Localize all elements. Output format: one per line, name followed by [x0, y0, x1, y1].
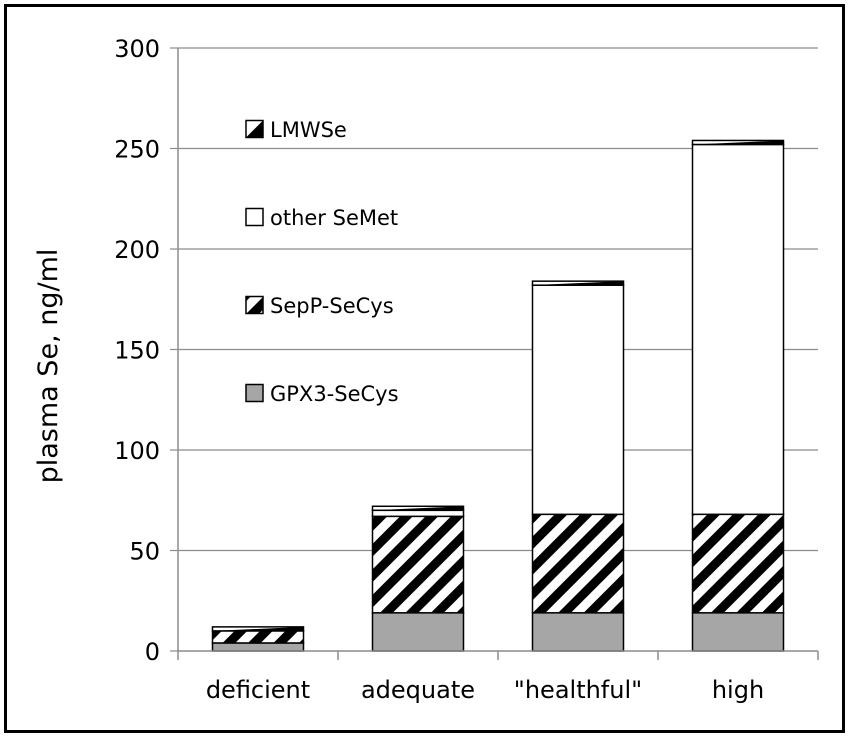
legend-swatch-gpx3-secys	[245, 383, 264, 403]
bar-sepp-secys-1	[371, 515, 465, 614]
y-tick-label: 150	[114, 337, 160, 365]
bar-other-semet-2	[531, 284, 625, 516]
bar-gpx3-secys-3	[691, 612, 785, 652]
bar-gpx3-secys-2	[531, 612, 625, 652]
x-category-labels: deficient adequate "healthful" high	[206, 676, 764, 704]
bar-sepp-secys-2	[531, 513, 625, 614]
y-tick-labels: 0 50 100 150 200 250 300	[114, 35, 160, 666]
y-tick-label: 250	[114, 136, 160, 164]
legend-label: GPX3-SeCys	[270, 382, 399, 406]
legend-swatch-lmwse-fill	[246, 120, 263, 138]
x-category-label: high	[712, 676, 764, 704]
y-tick-label: 0	[145, 638, 160, 666]
legend-swatch-other-semet	[245, 207, 264, 227]
bars	[211, 139, 785, 652]
bar-lmwse-0-fill	[212, 626, 304, 631]
bar-lmwse-1-fill	[372, 506, 464, 511]
bar-lmwse-3-fill	[692, 140, 784, 145]
legend-label: other SeMet	[270, 206, 398, 230]
y-axis-title: plasma Se, ng/ml	[33, 249, 64, 484]
legend-label: SepP-SeCys	[270, 294, 394, 318]
y-tick-label: 200	[114, 236, 160, 264]
axes	[177, 48, 819, 660]
x-category-label: "healthful"	[514, 676, 642, 704]
bar-sepp-secys-3	[691, 513, 785, 614]
legend-swatch-sepp-secys	[245, 295, 264, 315]
bar-other-semet-1	[371, 509, 465, 518]
x-category-label: deficient	[206, 676, 310, 704]
y-tick-label: 300	[114, 35, 160, 63]
bar-lmwse-2-fill	[532, 281, 624, 286]
legend-label: LMWSe	[270, 118, 347, 142]
legend: LMWSe other SeMet SepP-SeCys GPX3-SeCys	[245, 118, 399, 406]
bar-gpx3-secys-1	[371, 612, 465, 652]
x-category-label: adequate	[361, 676, 475, 704]
bar-gpx3-secys-0	[211, 642, 305, 652]
y-tick-label: 100	[114, 437, 160, 465]
bar-other-semet-3	[691, 143, 785, 516]
y-tick-label: 50	[129, 538, 160, 566]
bar-sepp-secys-0	[211, 630, 305, 644]
